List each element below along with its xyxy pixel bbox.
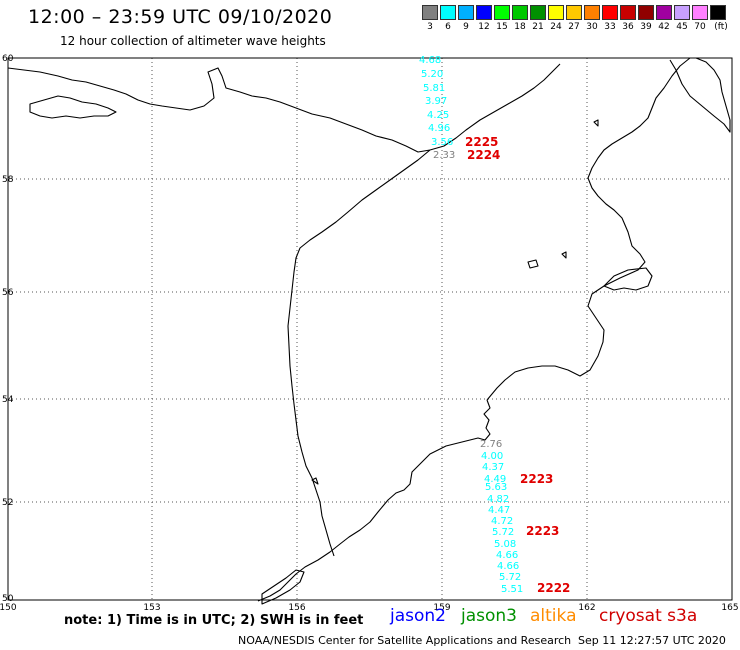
- legend-swatch: [440, 5, 456, 20]
- swh-value: 4.00: [481, 451, 503, 462]
- lon-tick-159: 159: [433, 603, 450, 613]
- footer-note: note: 1) Time is in UTC; 2) SWH is in fe…: [64, 613, 364, 628]
- north-track-values: 4.68 5.20 5.81 3.97 4.25 4.96 3.56 2.33: [419, 55, 455, 161]
- kamchatka-west-coast: [257, 399, 491, 602]
- legend-label: 45: [676, 22, 688, 32]
- swh-value: 4.47: [488, 505, 510, 516]
- okhotsk-north-coast: [7, 67, 431, 153]
- time-label: 2222: [537, 581, 570, 595]
- swh-value: 5.72: [499, 572, 521, 583]
- swh-value: 4.72: [491, 516, 513, 527]
- legend-label: 3: [427, 22, 433, 32]
- legend-swatch: [422, 5, 438, 20]
- legend-label: 24: [550, 22, 562, 32]
- legend-unit: (ft): [714, 22, 728, 32]
- kronotsky-peninsula: [603, 267, 653, 291]
- swh-value: 4.37: [482, 462, 504, 473]
- swh-value: 3.97: [425, 96, 447, 107]
- kamchatka-east-coast: [486, 57, 691, 401]
- legend-label: 6: [445, 22, 451, 32]
- legend-label: 27: [568, 22, 580, 32]
- lon-tick-156: 156: [288, 603, 305, 613]
- kamchatka-northwest-coast: [429, 63, 561, 151]
- legend-swatch: [620, 5, 636, 20]
- time-label: 2223: [520, 472, 553, 486]
- swh-value: 4.25: [427, 110, 449, 121]
- okhotsk-west-coast: [287, 149, 431, 557]
- legend-label: 21: [532, 22, 544, 32]
- koni-peninsula: [29, 95, 117, 119]
- color-legend: 3 6 9 12 15 18 21 24 27 30 33 36 39 42 45 70 (ft): [422, 5, 728, 35]
- legend-swatch: [566, 5, 582, 20]
- swh-value: 5.81: [423, 83, 445, 94]
- lon-tick-165: 165: [721, 603, 738, 613]
- page-title: 12:00 – 23:59 UTC 09/10/2020: [28, 6, 333, 28]
- legend-label: 42: [658, 22, 670, 32]
- swh-value: 4.66: [496, 550, 518, 561]
- swh-value: 5.72: [492, 527, 514, 538]
- legend-swatch: [530, 5, 546, 20]
- legend-label: 70: [694, 22, 706, 32]
- pass-time-labels: 2225 2224 2223 2223 2222: [465, 135, 570, 595]
- time-label: 2223: [526, 524, 559, 538]
- legend-label: 39: [640, 22, 652, 32]
- swh-value: 4.82: [487, 494, 509, 505]
- legend-label: 12: [478, 22, 490, 32]
- lon-tick-150: 150: [0, 603, 17, 613]
- swh-value: 3.56: [431, 137, 453, 148]
- time-label: 2225: [465, 135, 498, 149]
- legend-label: 9: [463, 22, 469, 32]
- legend-label: 30: [586, 22, 598, 32]
- swh-value: 5.51: [501, 584, 523, 595]
- small-island-3: [593, 119, 599, 127]
- small-island-1: [527, 259, 539, 269]
- legend-swatch: [602, 5, 618, 20]
- legend-swatch: [476, 5, 492, 20]
- south-track-values: 2.76 4.00 4.37 4.49 5.63 4.82 4.47 4.72 …: [480, 439, 523, 595]
- swh-value: 4.68: [419, 55, 441, 66]
- swh-value: 5.20: [421, 69, 443, 80]
- legend-swatch: [548, 5, 564, 20]
- legend-swatch: [710, 5, 726, 20]
- legend-label: 15: [496, 22, 508, 32]
- swh-value: 5.63: [485, 482, 507, 493]
- credit-text: NOAA/NESDIS Center for Satellite Applica…: [238, 634, 572, 647]
- small-island-2: [561, 251, 567, 259]
- legend-swatch: [692, 5, 708, 20]
- taigonos-peninsula: [669, 57, 731, 133]
- map-frame: [7, 57, 733, 601]
- legend-swatch: [584, 5, 600, 20]
- legend-swatch: [638, 5, 654, 20]
- swh-value: 2.76: [480, 439, 502, 450]
- generated-timestamp: Sep 11 12:27:57 UTC 2020: [578, 634, 726, 647]
- page-subtitle: 12 hour collection of altimeter wave hei…: [60, 34, 326, 48]
- legend-label: 18: [514, 22, 526, 32]
- grid-lines: [8, 58, 732, 600]
- swh-value: 4.96: [428, 123, 450, 134]
- legend-swatch: [458, 5, 474, 20]
- lon-tick-162: 162: [578, 603, 595, 613]
- satellite-jason3: jason3: [461, 606, 517, 626]
- time-label: 2224: [467, 148, 500, 162]
- swh-value: 4.49: [484, 474, 506, 485]
- legend-swatch: [656, 5, 672, 20]
- lon-tick-153: 153: [143, 603, 160, 613]
- legend-swatch: [512, 5, 528, 20]
- legend-swatch: [494, 5, 510, 20]
- legend-label: 33: [604, 22, 616, 32]
- satellite-altika: altika: [530, 606, 577, 626]
- small-island-4: [311, 477, 319, 485]
- coastline: [7, 57, 731, 605]
- swh-value: 5.08: [494, 539, 516, 550]
- satellite-cryosat-s3a: cryosat s3a: [599, 606, 698, 626]
- legend-swatch: [674, 5, 690, 20]
- swh-value: 4.66: [497, 561, 519, 572]
- swh-value: 2.33: [433, 150, 455, 161]
- lon-tick-labels: 150 153 156 159 162 165: [0, 603, 739, 613]
- satellite-jason2: jason2: [390, 606, 446, 626]
- legend-label: 36: [622, 22, 634, 32]
- paramushir-island: [261, 569, 305, 605]
